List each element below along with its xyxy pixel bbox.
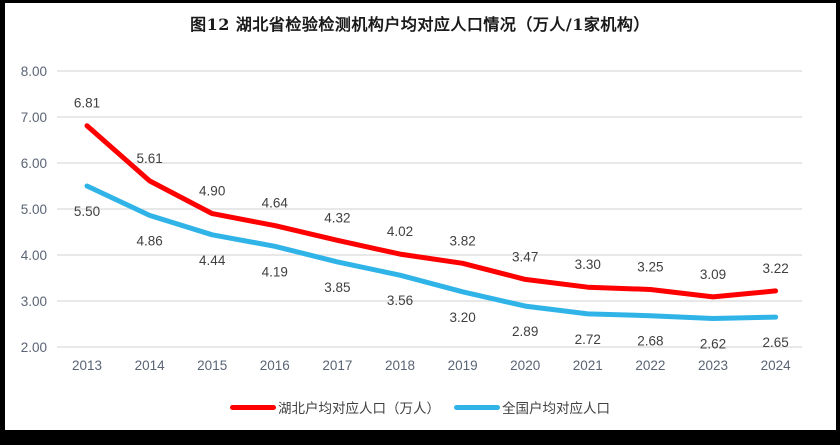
y-axis-tick-label: 4.00 [21, 248, 47, 263]
x-axis-tick-label: 2016 [260, 358, 290, 373]
data-label: 2.72 [575, 332, 601, 347]
data-label: 3.47 [512, 249, 538, 264]
data-label: 2.62 [700, 336, 726, 351]
data-label: 5.50 [74, 204, 100, 219]
y-axis-tick-label: 8.00 [21, 64, 47, 79]
x-axis-tick-label: 2022 [635, 358, 665, 373]
y-axis-tick-label: 3.00 [21, 294, 47, 309]
data-label: 3.56 [387, 293, 413, 308]
legend-line-swatch-blue [454, 404, 500, 410]
x-axis-tick-label: 2014 [135, 358, 166, 373]
x-axis-tick-label: 2017 [322, 358, 352, 373]
x-axis-tick-label: 2018 [385, 358, 415, 373]
chart-canvas [5, 3, 836, 430]
x-axis-tick-label: 2015 [197, 358, 227, 373]
x-axis-tick-label: 2024 [761, 358, 792, 373]
legend-label-hubei: 湖北户均对应人口（万人） [278, 401, 440, 416]
series-line-national [84, 183, 779, 321]
x-axis-tick-label: 2019 [448, 358, 478, 373]
data-label: 2.68 [637, 334, 663, 349]
data-label: 3.22 [762, 261, 788, 276]
y-axis-tick-label: 6.00 [21, 156, 47, 171]
data-label: 3.25 [637, 260, 663, 275]
data-label: 3.82 [449, 233, 475, 248]
data-label: 3.85 [324, 280, 350, 295]
data-label: 2.65 [762, 335, 788, 350]
data-label: 4.32 [324, 210, 350, 225]
data-label: 4.64 [262, 196, 289, 211]
data-label: 6.81 [74, 96, 100, 111]
data-label: 3.09 [700, 267, 726, 282]
chart-legend: 湖北户均对应人口（万人） 全国户均对应人口 [0, 398, 840, 416]
chart-title: 图12 湖北省检验检测机构户均对应人口情况（万人/1家机构） [190, 15, 650, 34]
legend-item-national: 全国户均对应人口 [454, 397, 610, 417]
x-axis-tick-label: 2020 [510, 358, 540, 373]
legend-label-national: 全国户均对应人口 [502, 401, 610, 416]
data-label: 3.20 [449, 310, 475, 325]
data-label: 4.02 [387, 224, 413, 239]
y-axis-tick-label: 2.00 [21, 340, 47, 355]
legend-item-hubei: 湖北户均对应人口（万人） [230, 397, 440, 417]
legend-line-swatch-red [230, 404, 276, 410]
x-axis-tick-label: 2013 [72, 358, 102, 373]
data-label: 3.30 [575, 257, 601, 272]
series-line-hubei [84, 123, 779, 300]
data-label: 5.61 [136, 151, 162, 166]
y-axis-tick-label: 5.00 [21, 202, 47, 217]
data-label: 4.19 [262, 264, 288, 279]
data-label: 4.44 [199, 253, 226, 268]
y-axis-tick-label: 7.00 [21, 110, 47, 125]
data-label: 4.90 [199, 184, 225, 199]
data-label: 4.86 [136, 233, 162, 248]
x-axis-tick-label: 2023 [698, 358, 728, 373]
data-label: 2.89 [512, 324, 538, 339]
x-axis-tick-label: 2021 [573, 358, 603, 373]
